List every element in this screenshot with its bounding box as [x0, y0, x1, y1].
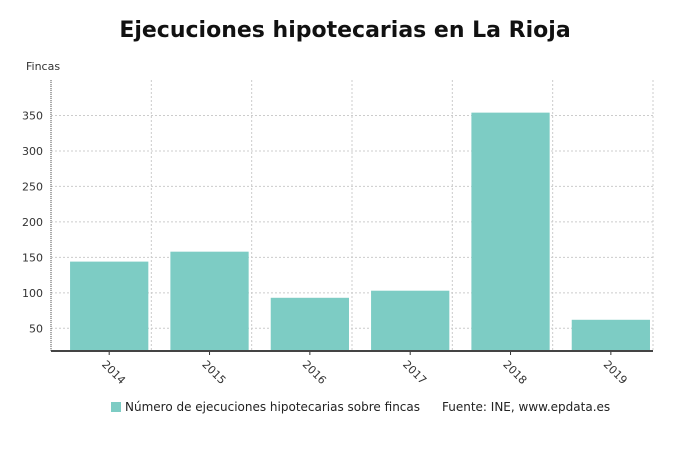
bar	[70, 261, 149, 351]
y-tick-label: 100	[22, 287, 43, 300]
x-tick-label: 2015	[199, 358, 228, 387]
y-tick-label: 150	[22, 251, 43, 264]
legend-label: Número de ejecuciones hipotecarias sobre…	[125, 400, 420, 414]
legend: Número de ejecuciones hipotecarias sobre…	[111, 400, 610, 414]
x-tick-label: 2019	[601, 358, 630, 387]
x-tick-label: 2017	[400, 358, 429, 387]
y-tick-label: 50	[29, 322, 43, 335]
x-tick-label: 2018	[500, 358, 529, 387]
bar	[571, 319, 650, 351]
y-tick-label: 350	[22, 109, 43, 122]
legend-swatch	[111, 402, 121, 412]
bar	[471, 112, 550, 351]
source-note: Fuente: INE, www.epdata.es	[442, 400, 611, 414]
chart-title: Ejecuciones hipotecarias en La Rioja	[119, 18, 571, 43]
y-tick-label: 200	[22, 216, 43, 229]
x-tick-label: 2014	[99, 358, 128, 387]
bar	[270, 297, 349, 351]
x-tick-label: 2016	[300, 358, 329, 387]
y-tick-label: 300	[22, 145, 43, 158]
bar	[170, 251, 249, 351]
bar	[371, 290, 450, 351]
y-axis-label: Fincas	[26, 60, 61, 73]
y-tick-label: 250	[22, 180, 43, 193]
